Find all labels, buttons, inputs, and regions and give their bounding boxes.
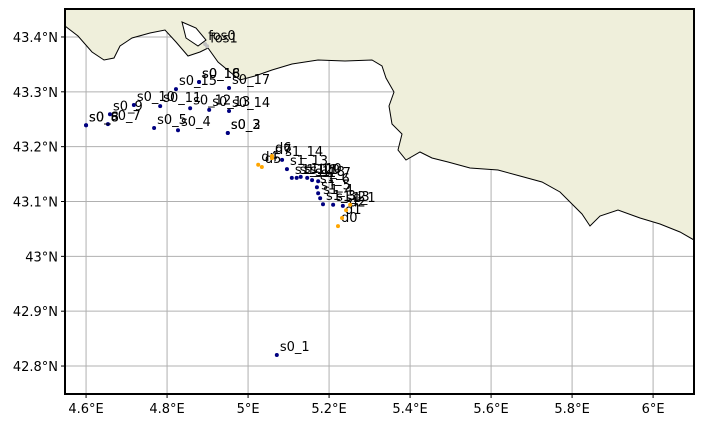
station-label: fos0 xyxy=(208,29,236,44)
station-point xyxy=(310,178,315,183)
station-label: s1_13 xyxy=(290,154,328,169)
station-label: s1_14 xyxy=(285,145,323,160)
station-label: s1_7 xyxy=(321,166,351,181)
station-label: s1_5 xyxy=(321,178,351,193)
station-point xyxy=(176,128,181,133)
x-tick-label: 5.2°E xyxy=(311,402,346,417)
station-point xyxy=(227,109,232,114)
station-point xyxy=(298,174,303,179)
station-label: s0_14 xyxy=(232,96,270,111)
station-point xyxy=(280,157,285,162)
station-point xyxy=(320,202,325,207)
station-point xyxy=(331,202,336,207)
y-tick-label: 42.9°N xyxy=(13,305,58,320)
station-label: s1_10 xyxy=(304,162,342,177)
x-tick-label: 6°E xyxy=(642,402,665,417)
station-point xyxy=(335,224,340,229)
station-point xyxy=(314,185,319,190)
station-point xyxy=(316,179,321,184)
station-label: d1 xyxy=(345,203,362,218)
station-label: d3 xyxy=(353,190,370,205)
station-label: s1_11 xyxy=(300,163,338,178)
station-point xyxy=(340,215,345,220)
station-label: s0_13 xyxy=(212,95,250,110)
station-point xyxy=(294,175,299,180)
station-label: d2 xyxy=(349,195,366,210)
station-point xyxy=(205,44,210,49)
station-label: s1_3 xyxy=(326,189,356,204)
points: s0_1s0_2s0_3s0_4s0_5s0_6s0_7s0_8s0_9s0_1… xyxy=(84,29,376,358)
station-point xyxy=(259,164,264,169)
station-label: d6 xyxy=(275,141,292,156)
y-tick-label: 43.1°N xyxy=(13,196,58,211)
station-point xyxy=(173,87,178,92)
station-label: s0_9 xyxy=(113,99,143,114)
station-point xyxy=(197,79,202,84)
y-tick-label: 43.3°N xyxy=(13,86,58,101)
station-point xyxy=(207,107,212,112)
station-label: s1_1 xyxy=(346,191,376,206)
station-label: s0_7 xyxy=(111,109,141,124)
lagoon xyxy=(181,21,207,47)
station-label: s0_17 xyxy=(232,73,270,88)
station-label: s0_1 xyxy=(280,340,310,355)
station-point xyxy=(105,122,110,127)
station-label: s0_3 xyxy=(231,118,261,133)
station-point xyxy=(289,175,294,180)
x-tick-label: 4.6°E xyxy=(68,402,103,417)
station-label: d7 xyxy=(275,143,292,158)
station-point xyxy=(318,196,323,201)
station-point xyxy=(225,130,230,135)
station-label: s1_12 xyxy=(295,163,333,178)
station-point xyxy=(256,162,261,167)
station-point xyxy=(107,112,112,117)
station-point xyxy=(344,208,349,213)
station-label: s1_2 xyxy=(336,190,366,205)
station-label: fos1 xyxy=(210,31,238,46)
station-point xyxy=(305,175,310,180)
land xyxy=(65,9,694,241)
y-tick-label: 43.4°N xyxy=(13,31,58,46)
station-label: s0_2 xyxy=(231,118,261,133)
station-point xyxy=(188,106,193,111)
station-label: d4 xyxy=(261,150,278,165)
station-point xyxy=(158,104,163,109)
y-tick-label: 42.8°N xyxy=(13,360,58,375)
x-tick-label: 5.4°E xyxy=(392,402,427,417)
station-point xyxy=(84,123,89,128)
station-point xyxy=(152,126,157,131)
station-point xyxy=(269,156,274,161)
station-label: s0_4 xyxy=(181,115,211,130)
station-point xyxy=(284,167,289,172)
x-tick-label: 5.8°E xyxy=(554,402,589,417)
station-point xyxy=(131,102,136,107)
station-label: s0_16 xyxy=(202,67,240,82)
station-label: s0_5 xyxy=(157,113,187,128)
station-point xyxy=(316,191,321,196)
x-tick-label: 5°E xyxy=(237,402,260,417)
x-tick-label: 5.6°E xyxy=(473,402,508,417)
station-point xyxy=(340,203,345,208)
station-label: s1_8 xyxy=(315,165,345,180)
station-label: s1_9 xyxy=(310,163,340,178)
station-label: d0 xyxy=(341,211,358,226)
station-point xyxy=(274,353,279,358)
station-label: s0_11 xyxy=(163,91,201,106)
station-label: s1_6 xyxy=(320,172,350,187)
y-tick-label: 43°N xyxy=(25,250,58,265)
station-label: s0_18 xyxy=(202,67,240,82)
y-tick-label: 43.2°N xyxy=(13,141,58,156)
x-tick-label: 4.8°E xyxy=(149,402,184,417)
station-label: s0_12 xyxy=(193,93,231,108)
station-point xyxy=(348,202,353,207)
station-point xyxy=(227,85,232,90)
station-label: s1_4 xyxy=(323,183,353,198)
station-label: s0_10 xyxy=(137,90,175,105)
